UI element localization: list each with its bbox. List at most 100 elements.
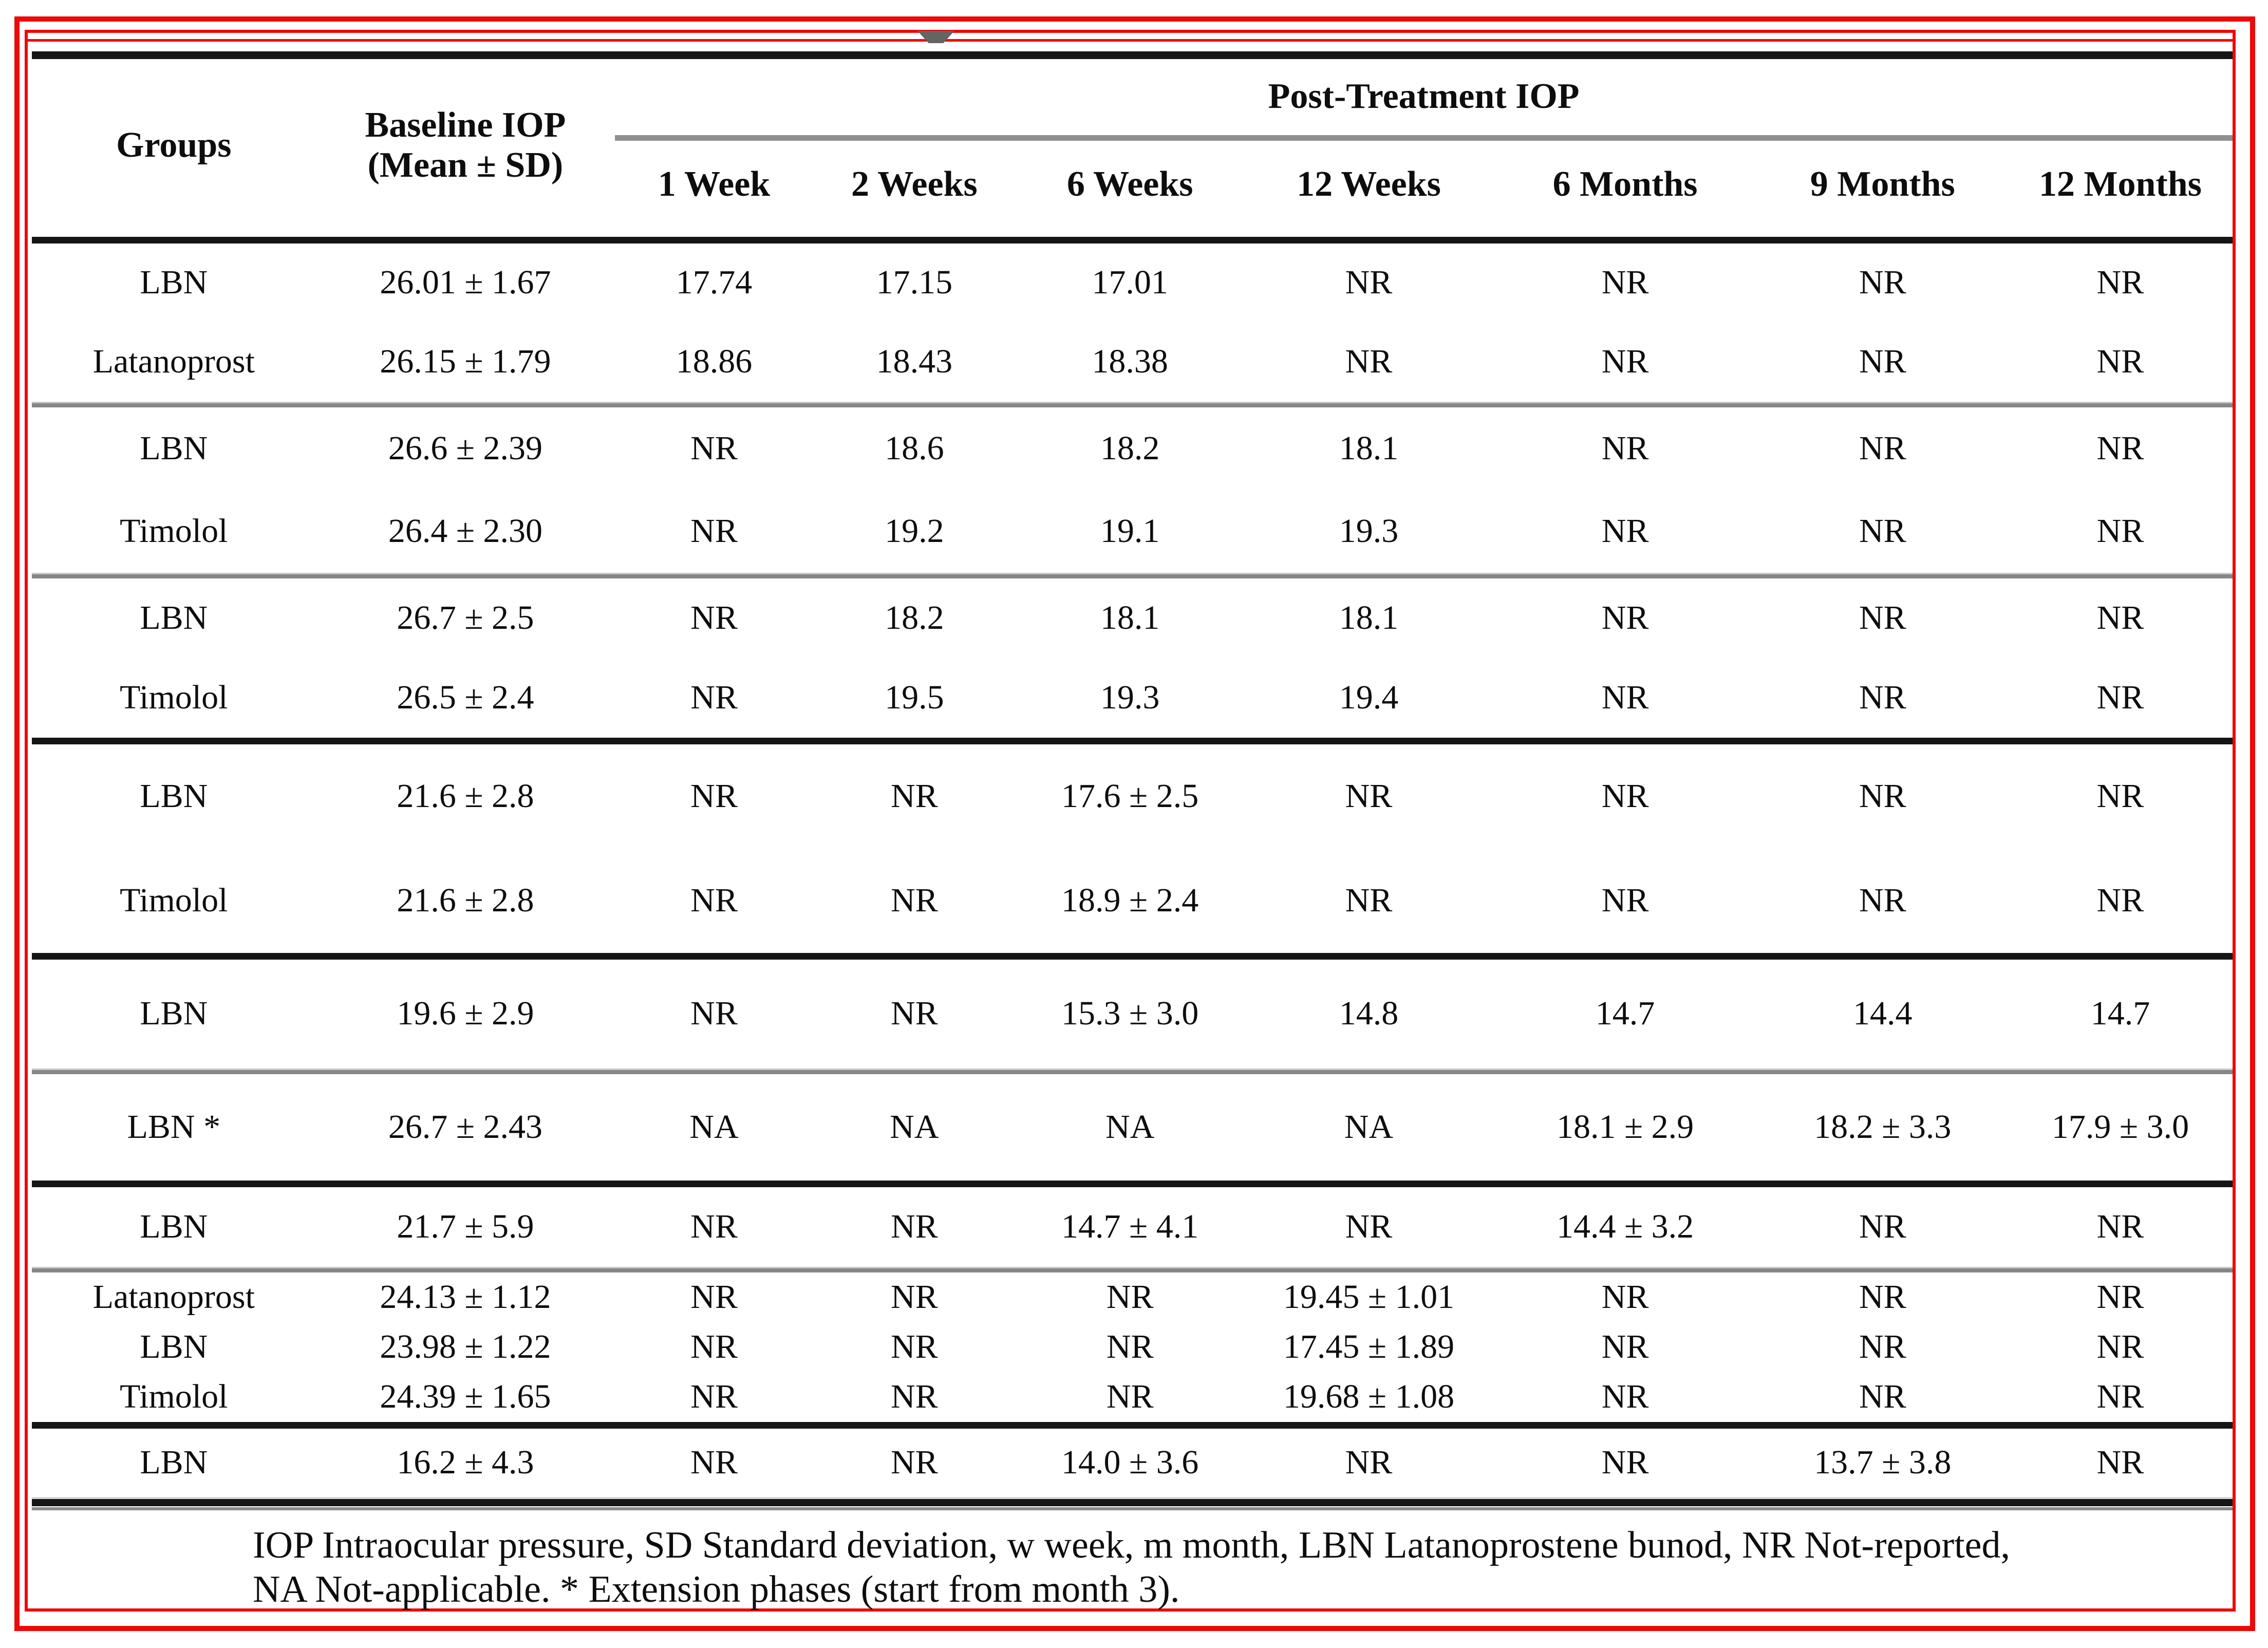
iop-value-cell: NR xyxy=(1601,429,1649,467)
table-row: LBN 21.6 ± 2.8 NR NR 17.6 ± 2.5 NR NR NR NR xyxy=(32,744,2233,849)
baseline-value-cell: 21.6 ± 2.8 xyxy=(397,881,534,919)
table-row: Timolol 21.6 ± 2.8 NR NR 18.9 ± 2.4 NR NR NR NR xyxy=(32,849,2233,953)
group-label-cell: LBN xyxy=(140,598,208,636)
group-separator-rule xyxy=(32,1496,2233,1510)
group-label-cell: LBN xyxy=(140,1207,208,1245)
annotation-inner-border-topline xyxy=(28,39,2233,42)
table-row: LBN 19.6 ± 2.9 NR NR 15.3 ± 3.0 14.8 14.7 14.4 1… xyxy=(32,960,2233,1069)
group-separator-bar xyxy=(32,737,2233,744)
table-group: LBN 26.7 ± 2.5 NR 18.2 18.1 18.1 NR NR NR Timolol… xyxy=(32,578,2233,738)
annotation-inner-border xyxy=(25,30,2236,1612)
iop-value-cell: NR xyxy=(2096,1278,2144,1316)
group-label-cell: Timolol xyxy=(120,678,228,716)
header-time-row: 1 Week 2 Weeks 6 Weeks 12 Weeks 6 Months 9 Mo… xyxy=(32,138,2233,237)
time-column-header: 6 Weeks xyxy=(1066,164,1193,204)
iop-value-cell: NA xyxy=(1344,1108,1394,1146)
table-row: Timolol 26.4 ± 2.30 NR 19.2 19.1 19.3 NR NR NR xyxy=(32,490,2233,573)
iop-value-cell: 19.45 ± 1.01 xyxy=(1283,1278,1455,1316)
iop-value-cell: NR xyxy=(1859,1377,1906,1415)
top-rule-bar xyxy=(32,51,2233,59)
table-row: Timolol 24.39 ± 1.65 NR NR NR 19.68 ± 1.08 NR N… xyxy=(32,1372,2233,1422)
iop-value-cell: NA xyxy=(689,1108,739,1146)
iop-value-cell: NR xyxy=(1601,1443,1649,1481)
table-row: LBN 26.6 ± 2.39 NR 18.6 18.2 18.1 NR NR NR xyxy=(32,407,2233,490)
iop-value-cell: NR xyxy=(891,1377,938,1415)
table-group: LBN 19.6 ± 2.9 NR NR 15.3 ± 3.0 14.8 14.7 14.4 1… xyxy=(32,960,2233,1069)
iop-value-cell: 17.74 xyxy=(676,264,753,302)
iop-value-cell: 18.2 xyxy=(1100,429,1160,467)
iop-value-cell: NR xyxy=(1859,512,1906,550)
iop-value-cell: NR xyxy=(1345,1207,1393,1245)
group-label-cell: Timolol xyxy=(120,1377,228,1415)
footnote-line1: IOP Intraocular pressure, SD Standard de… xyxy=(253,1524,2011,1566)
footnote: IOP Intraocular pressure, SD Standard de… xyxy=(32,1524,2233,1612)
iop-value-cell: NR xyxy=(1859,678,1906,716)
baseline-value-cell: 21.6 ± 2.8 xyxy=(397,777,534,815)
iop-value-cell: NR xyxy=(891,1443,938,1481)
iop-value-cell: 19.3 xyxy=(1100,678,1160,716)
iop-value-cell: NR xyxy=(891,1278,938,1316)
iop-value-cell: 14.8 xyxy=(1339,995,1399,1033)
iop-value-cell: NR xyxy=(690,678,738,716)
table-row: Timolol 26.5 ± 2.4 NR 19.5 19.3 19.4 NR NR NR xyxy=(32,658,2233,738)
iop-value-cell: 19.2 xyxy=(885,512,944,550)
table-row: LBN 16.2 ± 4.3 NR NR 14.0 ± 3.6 NR NR 13.7 ± 3.… xyxy=(32,1429,2233,1497)
baseline-value-cell: 26.7 ± 2.5 xyxy=(397,598,534,636)
time-column-header: 12 Months xyxy=(2038,164,2202,204)
table-group: LBN 26.01 ± 1.67 17.74 17.15 17.01 NR NR NR NR La… xyxy=(32,244,2233,402)
iop-value-cell: NR xyxy=(690,1278,738,1316)
group-label-cell: LBN xyxy=(140,995,208,1033)
baseline-value-cell: 26.5 ± 2.4 xyxy=(397,678,534,716)
iop-value-cell: NR xyxy=(1106,1278,1154,1316)
group-label-cell: LBN xyxy=(140,429,208,467)
iop-value-cell: NR xyxy=(891,881,938,919)
iop-value-cell: NR xyxy=(2096,1207,2144,1245)
iop-value-cell: NR xyxy=(1106,1377,1154,1415)
iop-value-cell: NR xyxy=(690,598,738,636)
iop-value-cell: NR xyxy=(1601,343,1649,381)
baseline-value-cell: 26.6 ± 2.39 xyxy=(388,429,543,467)
iop-value-cell: 18.43 xyxy=(876,343,953,381)
iop-value-cell: NR xyxy=(2096,512,2144,550)
iop-value-cell: 19.5 xyxy=(885,678,944,716)
iop-value-cell: 14.4 xyxy=(1853,995,1913,1033)
iop-value-cell: NR xyxy=(1601,678,1649,716)
iop-value-cell: 15.3 ± 3.0 xyxy=(1061,995,1199,1033)
iop-value-cell: NA xyxy=(1105,1108,1155,1146)
baseline-value-cell: 26.7 ± 2.43 xyxy=(388,1108,543,1146)
group-separator-bar xyxy=(32,1068,2233,1074)
baseline-value-cell: 26.01 ± 1.67 xyxy=(380,264,551,302)
iop-value-cell: NR xyxy=(1601,598,1649,636)
iop-value-cell: NA xyxy=(890,1108,939,1146)
table-row: LBN 26.7 ± 2.5 NR 18.2 18.1 18.1 NR NR NR xyxy=(32,578,2233,658)
iop-value-cell: 18.2 xyxy=(885,598,944,636)
iop-value-cell: NR xyxy=(2096,264,2144,302)
baseline-header-line2: (Mean ± SD) xyxy=(367,145,564,185)
iop-value-cell: 14.4 ± 3.2 xyxy=(1556,1207,1694,1245)
time-column-header: 6 Months xyxy=(1552,164,1698,204)
iop-value-cell: 18.86 xyxy=(676,343,753,381)
iop-value-cell: 17.6 ± 2.5 xyxy=(1061,777,1199,815)
group-label-cell: LBN xyxy=(140,264,208,302)
iop-value-cell: NR xyxy=(1859,343,1906,381)
iop-value-cell: NR xyxy=(1106,1327,1154,1365)
iop-value-cell: 14.7 ± 4.1 xyxy=(1061,1207,1199,1245)
iop-value-cell: 17.9 ± 3.0 xyxy=(2051,1108,2189,1146)
baseline-value-cell: 21.7 ± 5.9 xyxy=(397,1207,534,1245)
group-label-cell: LBN * xyxy=(127,1108,221,1146)
iop-value-cell: 17.15 xyxy=(876,264,953,302)
group-label-cell: Timolol xyxy=(120,512,228,550)
table-group: LBN 21.7 ± 5.9 NR NR 14.7 ± 4.1 NR 14.4 ± 3.2 N… xyxy=(32,1187,2233,1267)
group-separator-rule xyxy=(32,401,2233,407)
iop-value-cell: NR xyxy=(891,1327,938,1365)
table-row: LBN 23.98 ± 1.22 NR NR NR 17.45 ± 1.89 NR NR NR xyxy=(32,1322,2233,1372)
group-separator-bar xyxy=(32,1266,2233,1272)
baseline-value-cell: 19.6 ± 2.9 xyxy=(397,995,534,1033)
iop-value-cell: NR xyxy=(1859,429,1906,467)
iop-value-cell: NR xyxy=(1601,1327,1649,1365)
iop-value-cell: NR xyxy=(690,512,738,550)
baseline-value-cell: 26.15 ± 1.79 xyxy=(380,343,551,381)
time-column-header: 12 Weeks xyxy=(1297,164,1441,204)
iop-value-cell: 13.7 ± 3.8 xyxy=(1814,1443,1952,1481)
iop-value-cell: 18.1 ± 2.9 xyxy=(1556,1108,1694,1146)
